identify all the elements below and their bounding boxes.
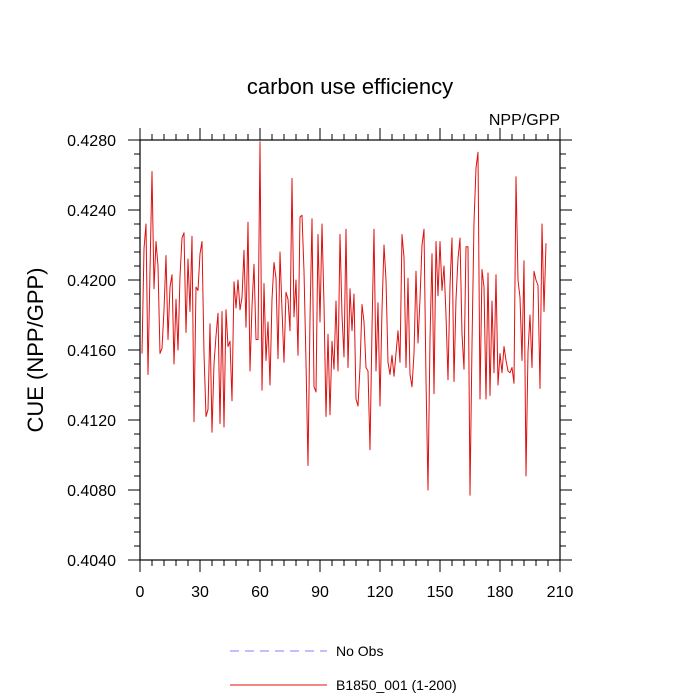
x-tick-label: 120	[367, 584, 394, 601]
ticks-layer	[128, 128, 572, 572]
x-tick-label: 30	[191, 584, 209, 601]
series-layer	[141, 141, 547, 496]
y-tick-label: 0.4280	[67, 133, 116, 150]
series-line-b1850	[141, 141, 547, 496]
tick-labels: 0 30 60 90 120 150 180 210 0.4040 0.4080 0.4120 0.4…	[67, 133, 573, 601]
x-tick-label: 180	[487, 584, 514, 601]
legend-label-b1850: B1850_001 (1-200)	[336, 677, 457, 693]
x-tick-label: 150	[427, 584, 454, 601]
y-tick-label: 0.4200	[67, 273, 116, 290]
legend: No Obs B1850_001 (1-200)	[230, 643, 457, 693]
y-axis-label: CUE (NPP/GPP)	[23, 267, 48, 432]
y-tick-label: 0.4240	[67, 203, 116, 220]
x-tick-label: 90	[311, 584, 329, 601]
legend-label-no-obs: No Obs	[336, 643, 383, 659]
x-tick-label: 60	[251, 584, 269, 601]
x-tick-label: 210	[547, 584, 574, 601]
chart-subtitle: NPP/GPP	[489, 112, 560, 129]
y-tick-label: 0.4160	[67, 343, 116, 360]
x-tick-label: 0	[136, 584, 145, 601]
y-tick-label: 0.4120	[67, 413, 116, 430]
chart-title: carbon use efficiency	[247, 74, 453, 99]
y-tick-label: 0.4080	[67, 483, 116, 500]
y-tick-label: 0.4040	[67, 553, 116, 570]
